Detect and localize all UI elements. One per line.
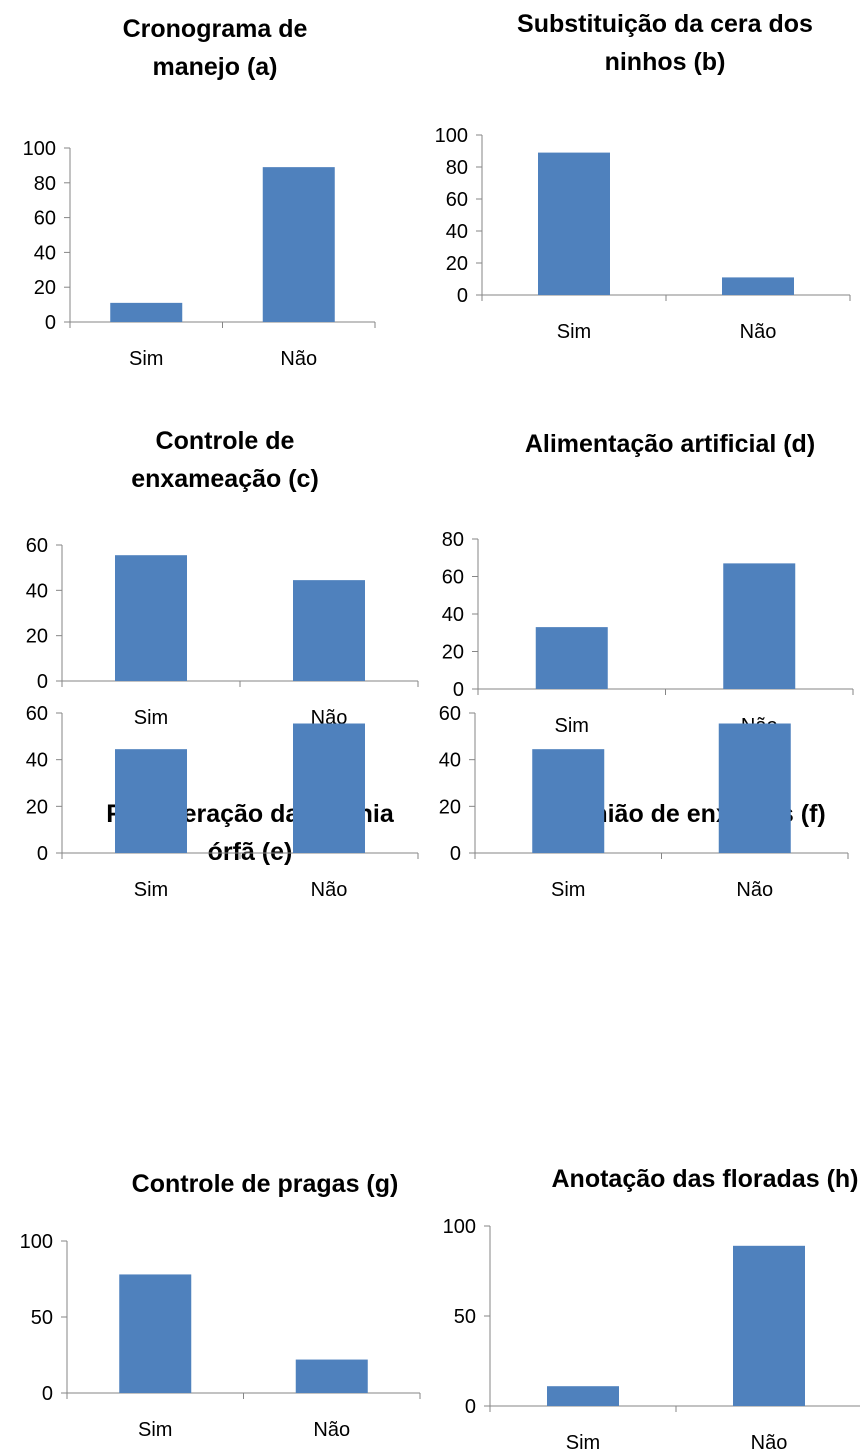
x-tick-label-a-0: Sim <box>129 348 163 370</box>
y-tick-label-b-0: 0 <box>457 285 468 307</box>
chart-title-b: Substituição da cera dos ninhos (b) <box>517 10 813 76</box>
y-tick-label-g-1: 50 <box>31 1307 53 1329</box>
bar-f-sim <box>532 749 605 853</box>
bar-a-sim <box>110 302 183 322</box>
y-tick-label-d-3: 60 <box>442 567 464 589</box>
bar-e-sim <box>115 749 187 853</box>
y-tick-label-g-2: 100 <box>20 1231 53 1253</box>
y-tick-label-h-1: 50 <box>454 1306 476 1328</box>
y-tick-label-a-0: 0 <box>45 312 56 334</box>
y-tick-label-f-0: 0 <box>450 843 461 865</box>
y-tick-label-g-0: 0 <box>42 1383 53 1405</box>
y-tick-label-d-4: 80 <box>442 529 464 551</box>
y-tick-label-e-3: 60 <box>26 703 48 725</box>
y-tick-label-d-0: 0 <box>453 679 464 701</box>
y-tick-label-f-1: 20 <box>439 796 461 818</box>
y-tick-label-e-0: 0 <box>37 843 48 865</box>
y-tick-label-h-2: 100 <box>443 1216 476 1238</box>
bar-h-no <box>733 1245 805 1406</box>
x-tick-label-e-1: Não <box>311 879 348 901</box>
bar-b-sim <box>538 152 610 295</box>
x-tick-label-g-1: Não <box>313 1419 350 1441</box>
y-tick-label-a-5: 100 <box>23 138 56 160</box>
bar-f-no <box>718 723 791 853</box>
bar-c-sim <box>115 555 187 681</box>
y-tick-label-c-0: 0 <box>37 671 48 693</box>
y-tick-label-a-3: 60 <box>34 208 56 230</box>
chart-title-d: Alimentação artificial (d) <box>524 430 816 458</box>
x-tick-label-g-0: Sim <box>138 1419 172 1441</box>
x-tick-label-a-1: Não <box>280 348 317 370</box>
y-tick-label-b-5: 100 <box>435 125 468 147</box>
x-tick-label-d-0: Sim <box>555 715 589 737</box>
y-tick-label-c-3: 60 <box>26 535 48 557</box>
bar-g-no <box>295 1359 368 1393</box>
y-tick-label-e-1: 20 <box>26 796 48 818</box>
y-tick-label-a-4: 80 <box>34 173 56 195</box>
x-tick-label-f-0: Sim <box>551 879 585 901</box>
bar-b-no <box>722 277 794 295</box>
bar-d-sim <box>535 627 608 689</box>
bar-h-sim <box>547 1386 619 1406</box>
y-tick-label-h-0: 0 <box>465 1396 476 1418</box>
x-tick-label-f-1: Não <box>736 879 773 901</box>
y-tick-label-c-2: 40 <box>26 580 48 602</box>
chart-title-h: Anotação das floradas (h) <box>551 1165 859 1193</box>
bar-c-no <box>293 580 365 681</box>
y-tick-label-b-3: 60 <box>446 189 468 211</box>
y-tick-label-a-1: 20 <box>34 277 56 299</box>
y-tick-label-c-1: 20 <box>26 626 48 648</box>
chart-title-a: Cronograma de manejo (a) <box>122 15 308 81</box>
x-tick-label-c-0: Sim <box>134 707 168 729</box>
y-tick-label-a-2: 40 <box>34 242 56 264</box>
y-tick-label-b-1: 20 <box>446 253 468 275</box>
y-tick-label-e-2: 40 <box>26 750 48 772</box>
y-tick-label-f-2: 40 <box>439 750 461 772</box>
x-tick-label-h-0: Sim <box>566 1432 600 1450</box>
y-tick-label-b-2: 40 <box>446 221 468 243</box>
x-tick-label-h-1: Não <box>751 1432 788 1450</box>
bar-e-no <box>293 723 365 853</box>
bar-d-no <box>723 563 796 689</box>
y-tick-label-d-1: 20 <box>442 642 464 664</box>
y-tick-label-d-2: 40 <box>442 604 464 626</box>
y-tick-label-f-3: 60 <box>439 703 461 725</box>
chart-title-g: Controle de pragas (g) <box>131 1170 399 1198</box>
x-tick-label-b-0: Sim <box>557 321 591 343</box>
bar-g-sim <box>119 1274 192 1393</box>
y-tick-label-b-4: 80 <box>446 157 468 179</box>
x-tick-label-e-0: Sim <box>134 879 168 901</box>
bar-a-no <box>262 167 335 322</box>
chart-title-c: Controle de enxameação (c) <box>131 427 319 493</box>
x-tick-label-b-1: Não <box>740 321 777 343</box>
